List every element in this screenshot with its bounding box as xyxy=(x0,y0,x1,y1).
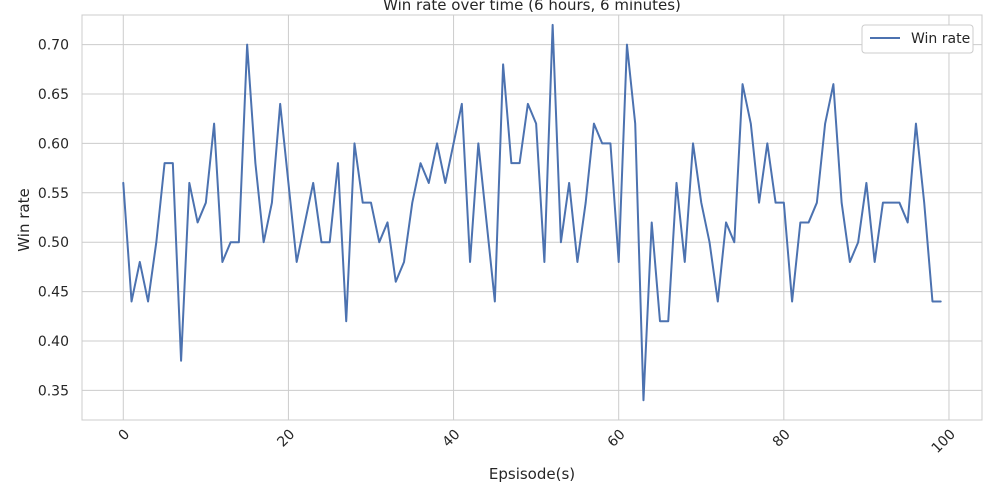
y-tick-labels: 0.35 0.40 0.45 0.50 0.55 0.60 0.65 0.70 xyxy=(38,38,69,400)
y-axis-title: Win rate xyxy=(15,188,33,251)
y-tick-label: 0.50 xyxy=(38,235,69,251)
y-tick-label: 0.55 xyxy=(38,186,69,202)
y-tick-label: 0.70 xyxy=(38,38,69,54)
series-line-win-rate xyxy=(122,23,942,402)
y-tick-label: 0.45 xyxy=(38,285,69,301)
y-tick-label: 0.35 xyxy=(38,383,69,399)
x-axis-title: Epsisode(s) xyxy=(489,465,575,483)
legend: Win rate xyxy=(861,24,974,54)
plot-area-frame xyxy=(81,14,983,421)
y-tick-label: 0.40 xyxy=(38,334,69,350)
legend-box xyxy=(861,24,974,54)
legend-label: Win rate xyxy=(911,31,970,47)
y-tick-label: 0.65 xyxy=(38,87,69,103)
series-layer xyxy=(122,23,942,402)
chart-title: Win rate over time (6 hours, 6 minutes) xyxy=(383,0,681,14)
y-tick-label: 0.60 xyxy=(38,136,69,152)
